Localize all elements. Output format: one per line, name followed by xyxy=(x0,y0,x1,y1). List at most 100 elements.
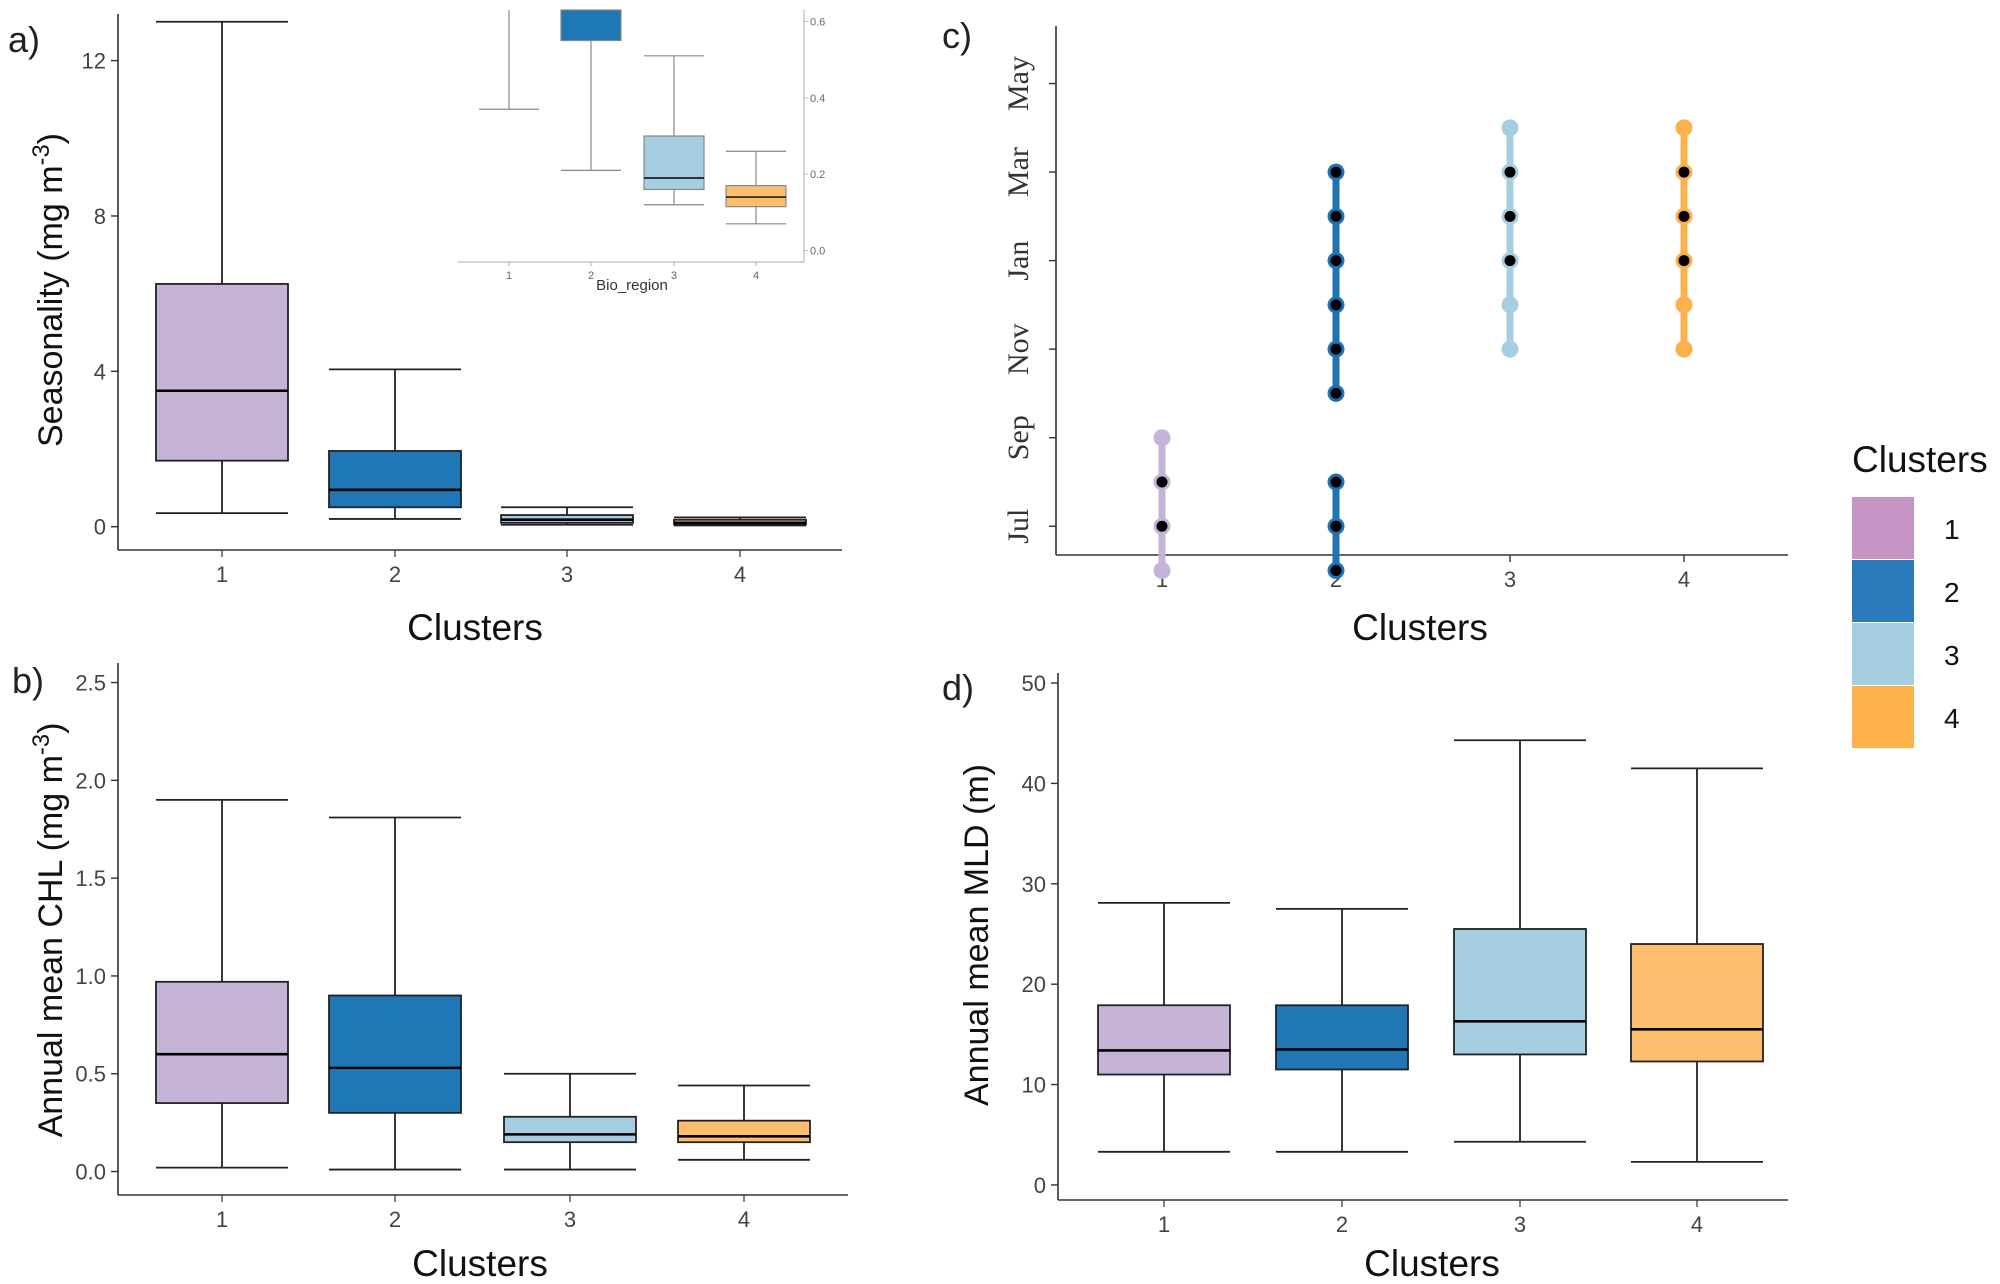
y-tick-label: 10 xyxy=(1022,1073,1046,1098)
legend-label: 2 xyxy=(1944,577,1960,608)
month-point-center xyxy=(1330,387,1342,399)
month-point-center xyxy=(1330,210,1342,222)
y-tick-label: 12 xyxy=(82,49,106,74)
series-cluster-1 xyxy=(1153,429,1171,579)
month-point-center xyxy=(1678,166,1690,178)
month-point-center xyxy=(1330,299,1342,311)
legend-title: Clusters xyxy=(1852,439,1988,480)
legend-swatch xyxy=(1852,560,1914,622)
iqr-box xyxy=(1275,1004,1409,1071)
y-axis-title: Annual mean MLD (m) xyxy=(958,764,996,1106)
box-cluster-1 xyxy=(155,799,289,1169)
box-cluster-4 xyxy=(725,150,787,225)
y-tick-label: 30 xyxy=(1022,872,1046,897)
month-point-center xyxy=(1156,520,1168,532)
month-point xyxy=(1501,296,1519,314)
series-cluster-3 xyxy=(1501,119,1519,358)
legend-swatch xyxy=(1852,497,1914,559)
y-axis-title-main: Seasonality (mg m xyxy=(32,165,70,447)
box-cluster-1 xyxy=(155,20,289,515)
box-cluster-2 xyxy=(328,816,462,1171)
iqr-box xyxy=(560,9,622,42)
month-point xyxy=(1675,296,1693,314)
iqr-box xyxy=(328,450,462,509)
x-tick-label: 4 xyxy=(738,1207,750,1232)
legend-swatch xyxy=(1852,623,1914,685)
y-axis-title-superscript: -3 xyxy=(28,734,55,755)
box-cluster-3 xyxy=(503,1072,637,1171)
legend-swatch xyxy=(1852,686,1914,748)
box-cluster-2 xyxy=(1275,907,1409,1153)
panel-label-d: d) xyxy=(942,667,974,708)
panel-d-annual-mean-mld-chart: 0 10 20 30 40 50 1 2 3 4 Clusters Annual mean MLD (… xyxy=(958,671,1788,1284)
y-tick-label: 20 xyxy=(1022,972,1046,997)
y-axis-title-main: Annual mean MLD (m) xyxy=(958,764,996,1106)
x-tick-label: 3 xyxy=(564,1207,576,1232)
month-point-center xyxy=(1330,343,1342,355)
x-tick-label: 2 xyxy=(1336,1212,1348,1237)
box-cluster-4 xyxy=(677,1084,811,1161)
month-point-center xyxy=(1504,210,1516,222)
box-cluster-1 xyxy=(479,10,539,110)
x-axis-title: Clusters xyxy=(1364,1243,1500,1284)
y-tick-label: 40 xyxy=(1022,771,1046,796)
x-tick-label: 4 xyxy=(753,270,759,282)
x-tick-label: 1 xyxy=(216,562,228,587)
x-tick-label: 3 xyxy=(1504,567,1516,592)
x-tick-label: 3 xyxy=(561,562,573,587)
month-point-center xyxy=(1504,166,1516,178)
iqr-box xyxy=(503,1115,637,1144)
month-point xyxy=(1675,119,1693,137)
x-tick-label: 3 xyxy=(1514,1212,1526,1237)
month-point-center xyxy=(1678,210,1690,222)
y-tick-label: 50 xyxy=(1022,671,1046,696)
y-tick-label: 0.2 xyxy=(810,169,825,181)
x-tick-label: 4 xyxy=(1691,1212,1703,1237)
iqr-box xyxy=(725,185,787,208)
y-tick-label: 0.0 xyxy=(75,1160,106,1185)
y-tick-label: 2.5 xyxy=(75,671,106,696)
y-tick-label: 0 xyxy=(1034,1173,1046,1198)
iqr-box xyxy=(677,1119,811,1144)
iqr-box xyxy=(328,994,462,1114)
x-tick-label: 1 xyxy=(1158,1212,1170,1237)
panel-a-inset-bio-region-chart: 0.0 0.2 0.4 0.6 1 2 3 4 Bio_region xyxy=(458,9,825,294)
y-axis-title-close: ) xyxy=(32,133,70,144)
y-tick-label: 0.4 xyxy=(810,93,825,105)
y-tick-label: 0.6 xyxy=(810,16,825,28)
iqr-box xyxy=(643,135,705,191)
legend-label: 4 xyxy=(1944,703,1960,734)
month-point xyxy=(1501,340,1519,358)
y-tick-label: 4 xyxy=(94,359,106,384)
y-tick-label: 8 xyxy=(94,204,106,229)
box-cluster-2 xyxy=(560,9,622,171)
y-tick-label: Mar xyxy=(1002,147,1035,197)
box-cluster-1 xyxy=(1097,901,1231,1153)
x-axis-title: Clusters xyxy=(407,607,543,648)
y-tick-label: May xyxy=(1002,56,1035,111)
y-tick-label: Jan xyxy=(1002,241,1035,281)
legend-item-cluster-2: 2 xyxy=(1852,560,1960,622)
iqr-box xyxy=(1630,943,1764,1063)
x-tick-label: 2 xyxy=(389,1207,401,1232)
y-axis-title: Annual mean CHL (mg m-3) xyxy=(28,723,71,1138)
y-tick-label: 0 xyxy=(94,515,106,540)
box-cluster-3 xyxy=(1453,739,1587,1143)
x-tick-label: 1 xyxy=(216,1207,228,1232)
y-axis-title: Seasonality (mg m-3) xyxy=(28,133,71,447)
month-point xyxy=(1675,340,1693,358)
x-tick-label: 1 xyxy=(506,270,512,282)
x-axis-title: Bio_region xyxy=(596,277,668,294)
y-tick-label: 1.5 xyxy=(75,866,106,891)
box-cluster-3 xyxy=(500,506,634,526)
y-tick-label: Jul xyxy=(1002,509,1035,544)
y-tick-label: 0.5 xyxy=(75,1062,106,1087)
legend-item-cluster-1: 1 xyxy=(1852,497,1960,559)
panel-label-a: a) xyxy=(8,19,40,60)
legend-label: 1 xyxy=(1944,514,1960,545)
month-point-center xyxy=(1330,255,1342,267)
box-cluster-4 xyxy=(1630,767,1764,1163)
